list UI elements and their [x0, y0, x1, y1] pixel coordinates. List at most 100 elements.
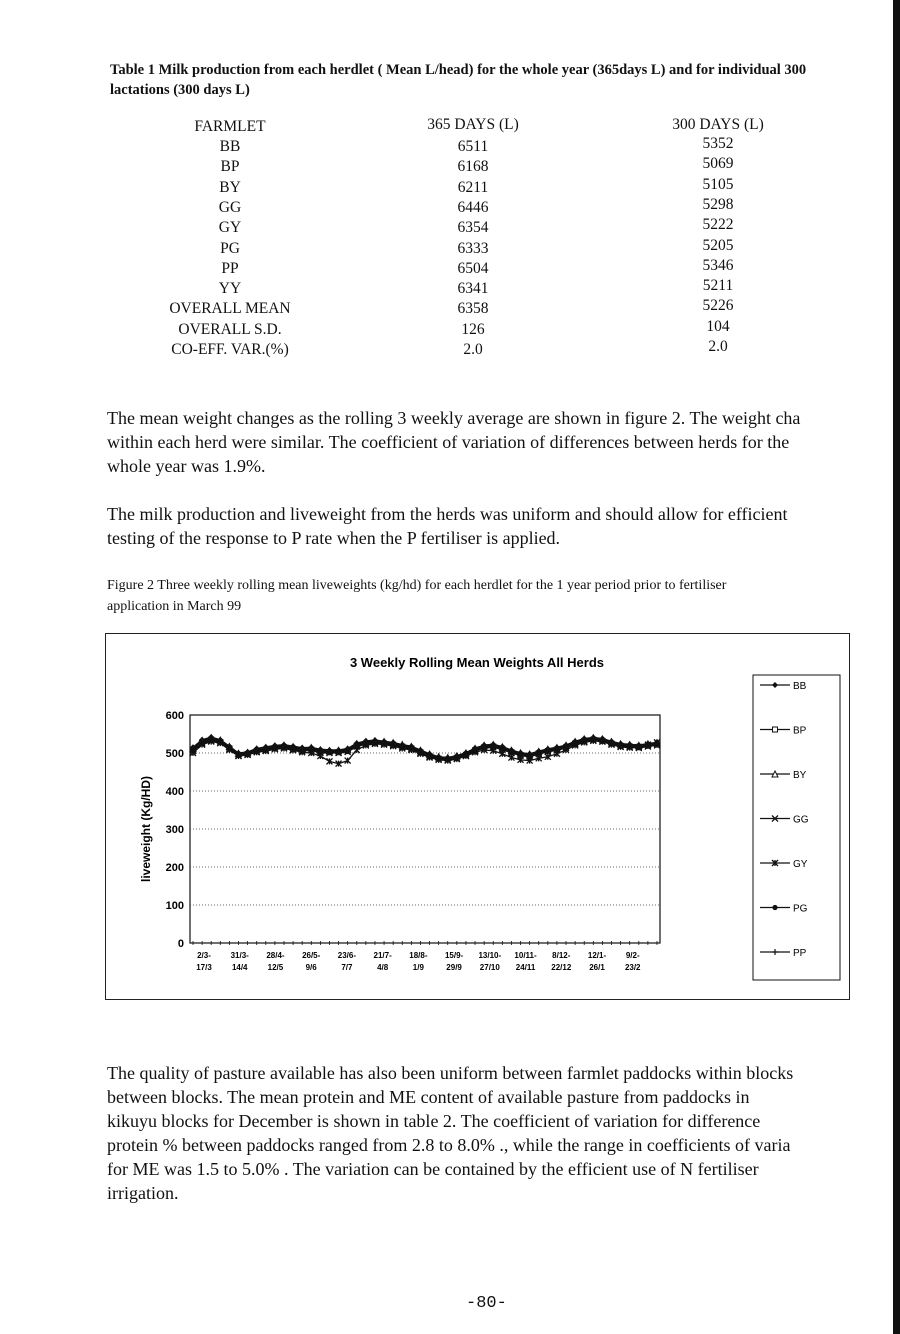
data-point-pp	[381, 739, 388, 746]
text-line: irrigation.	[107, 1183, 179, 1203]
legend-label: GG	[793, 815, 809, 826]
data-point-pp	[208, 735, 215, 742]
data-point-pp	[362, 739, 369, 746]
x-tick-label: 7/7	[341, 963, 353, 972]
text-line: The mean weight changes as the rolling 3…	[107, 408, 801, 428]
x-tick-label: 29/9	[446, 963, 462, 972]
data-point-gy	[498, 750, 506, 758]
text-line: within each herd were similar. The coeff…	[107, 432, 790, 452]
data-point-pp	[462, 750, 469, 757]
legend-label: PG	[793, 904, 808, 915]
table-cell: 5222	[702, 216, 734, 234]
x-tick-label: 9/2-	[626, 951, 640, 960]
data-point-pp	[617, 741, 624, 748]
x-tick-label: 13/10-	[478, 951, 501, 960]
data-point-pp	[644, 741, 651, 748]
x-tick-label: 1/9	[413, 963, 425, 972]
text-line: The quality of pasture available has als…	[107, 1063, 794, 1083]
legend-label: BP	[793, 726, 807, 737]
table-cell: 6511	[457, 138, 489, 155]
table-cell: 6354	[457, 219, 489, 237]
x-tick-label: 21/7-	[374, 951, 393, 960]
data-point-pp	[308, 745, 315, 752]
data-point-pp	[417, 748, 424, 755]
table-cell: 5352	[702, 135, 734, 152]
data-point-pp	[399, 742, 406, 749]
table-cell: 5226	[702, 297, 734, 315]
data-point-pp	[217, 737, 224, 744]
table-cell: 6211	[457, 178, 489, 196]
text-line: whole year was 1.9%.	[107, 456, 266, 476]
series-line-pg	[192, 738, 658, 760]
data-point-pp	[353, 741, 360, 748]
data-point-pp	[599, 736, 606, 743]
data-point-pp	[335, 748, 342, 755]
legend-marker-bb	[772, 682, 778, 688]
data-point-pp	[435, 754, 442, 761]
legend-marker-bp	[772, 726, 778, 733]
data-point-pp	[290, 744, 297, 751]
text-line: for ME was 1.5 to 5.0% . The variation c…	[107, 1159, 759, 1179]
x-tick-label: 31/3-	[231, 951, 250, 960]
legend-marker-pg	[772, 904, 778, 911]
table-row-label: OVERALL MEAN	[169, 300, 291, 318]
data-point-pp	[408, 744, 415, 751]
data-point-gy	[507, 754, 515, 762]
x-tick-label: 23/2	[625, 963, 641, 972]
data-point-pp	[317, 747, 324, 754]
table-cell: 6333	[457, 239, 489, 257]
data-point-pp	[590, 735, 597, 742]
table-cell: 5069	[702, 155, 734, 173]
data-point-gy	[344, 757, 352, 765]
x-tick-label: 14/4	[232, 963, 248, 972]
data-point-pp	[453, 753, 460, 760]
data-point-pp	[426, 751, 433, 758]
legend-box	[752, 674, 841, 981]
legend-label: GY	[793, 859, 808, 870]
data-point-pp	[635, 743, 642, 750]
x-tick-label: 10/11-	[514, 951, 537, 960]
text-line: testing of the response to P rate when t…	[107, 528, 561, 548]
x-tick-label: 2/3-	[197, 951, 211, 960]
table-cell: 6358	[457, 300, 489, 318]
table-row-label: GG	[218, 198, 242, 216]
x-tick-label: 18/8-	[409, 951, 428, 960]
x-tick-label: 26/1	[589, 963, 605, 972]
table-row-label: BY	[219, 178, 241, 196]
chart-frame	[105, 633, 850, 1000]
text-line: kikuyu blocks for December is shown in t…	[107, 1111, 761, 1131]
x-tick-label: 12/5	[268, 963, 284, 972]
data-point-gy	[326, 757, 333, 765]
data-point-pp	[190, 745, 196, 752]
x-tick-label: 9/6	[306, 963, 318, 972]
data-point-pp	[508, 748, 515, 755]
data-point-pp	[481, 743, 488, 750]
x-tick-label: 12/1-	[588, 951, 607, 960]
table-cell: 5346	[702, 256, 734, 274]
series-line-gy	[192, 740, 658, 765]
table-row-label: YY	[218, 280, 242, 298]
x-tick-label: 4/8	[377, 963, 389, 972]
text-line: between blocks. The mean protein and ME …	[107, 1087, 750, 1107]
figure2-caption-line2: application in March 99	[107, 599, 242, 614]
table-cell: 2.0	[708, 338, 728, 355]
data-point-pp	[299, 746, 306, 753]
x-tick-label: 15/9-	[445, 951, 464, 960]
data-point-pp	[535, 749, 542, 756]
table-cell: 6341	[457, 280, 489, 298]
data-point-pp	[526, 751, 533, 758]
chart-title: 3 Weekly Rolling Mean Weights All Herds	[350, 655, 604, 670]
data-point-pp	[262, 745, 269, 752]
table-row-label: CO-EFF. VAR.(%)	[171, 341, 289, 358]
data-point-pp	[472, 746, 479, 753]
data-point-gy	[526, 757, 534, 765]
data-point-pp	[326, 748, 333, 755]
legend-label: BB	[793, 681, 807, 692]
table-cell: 6446	[457, 198, 489, 216]
scan-edge-shadow	[893, 0, 900, 1334]
x-tick-label: 28/4-	[266, 951, 285, 960]
data-point-pp	[271, 743, 278, 750]
table-header: 300 DAYS (L)	[672, 116, 764, 133]
table-cell: 5205	[702, 236, 734, 254]
